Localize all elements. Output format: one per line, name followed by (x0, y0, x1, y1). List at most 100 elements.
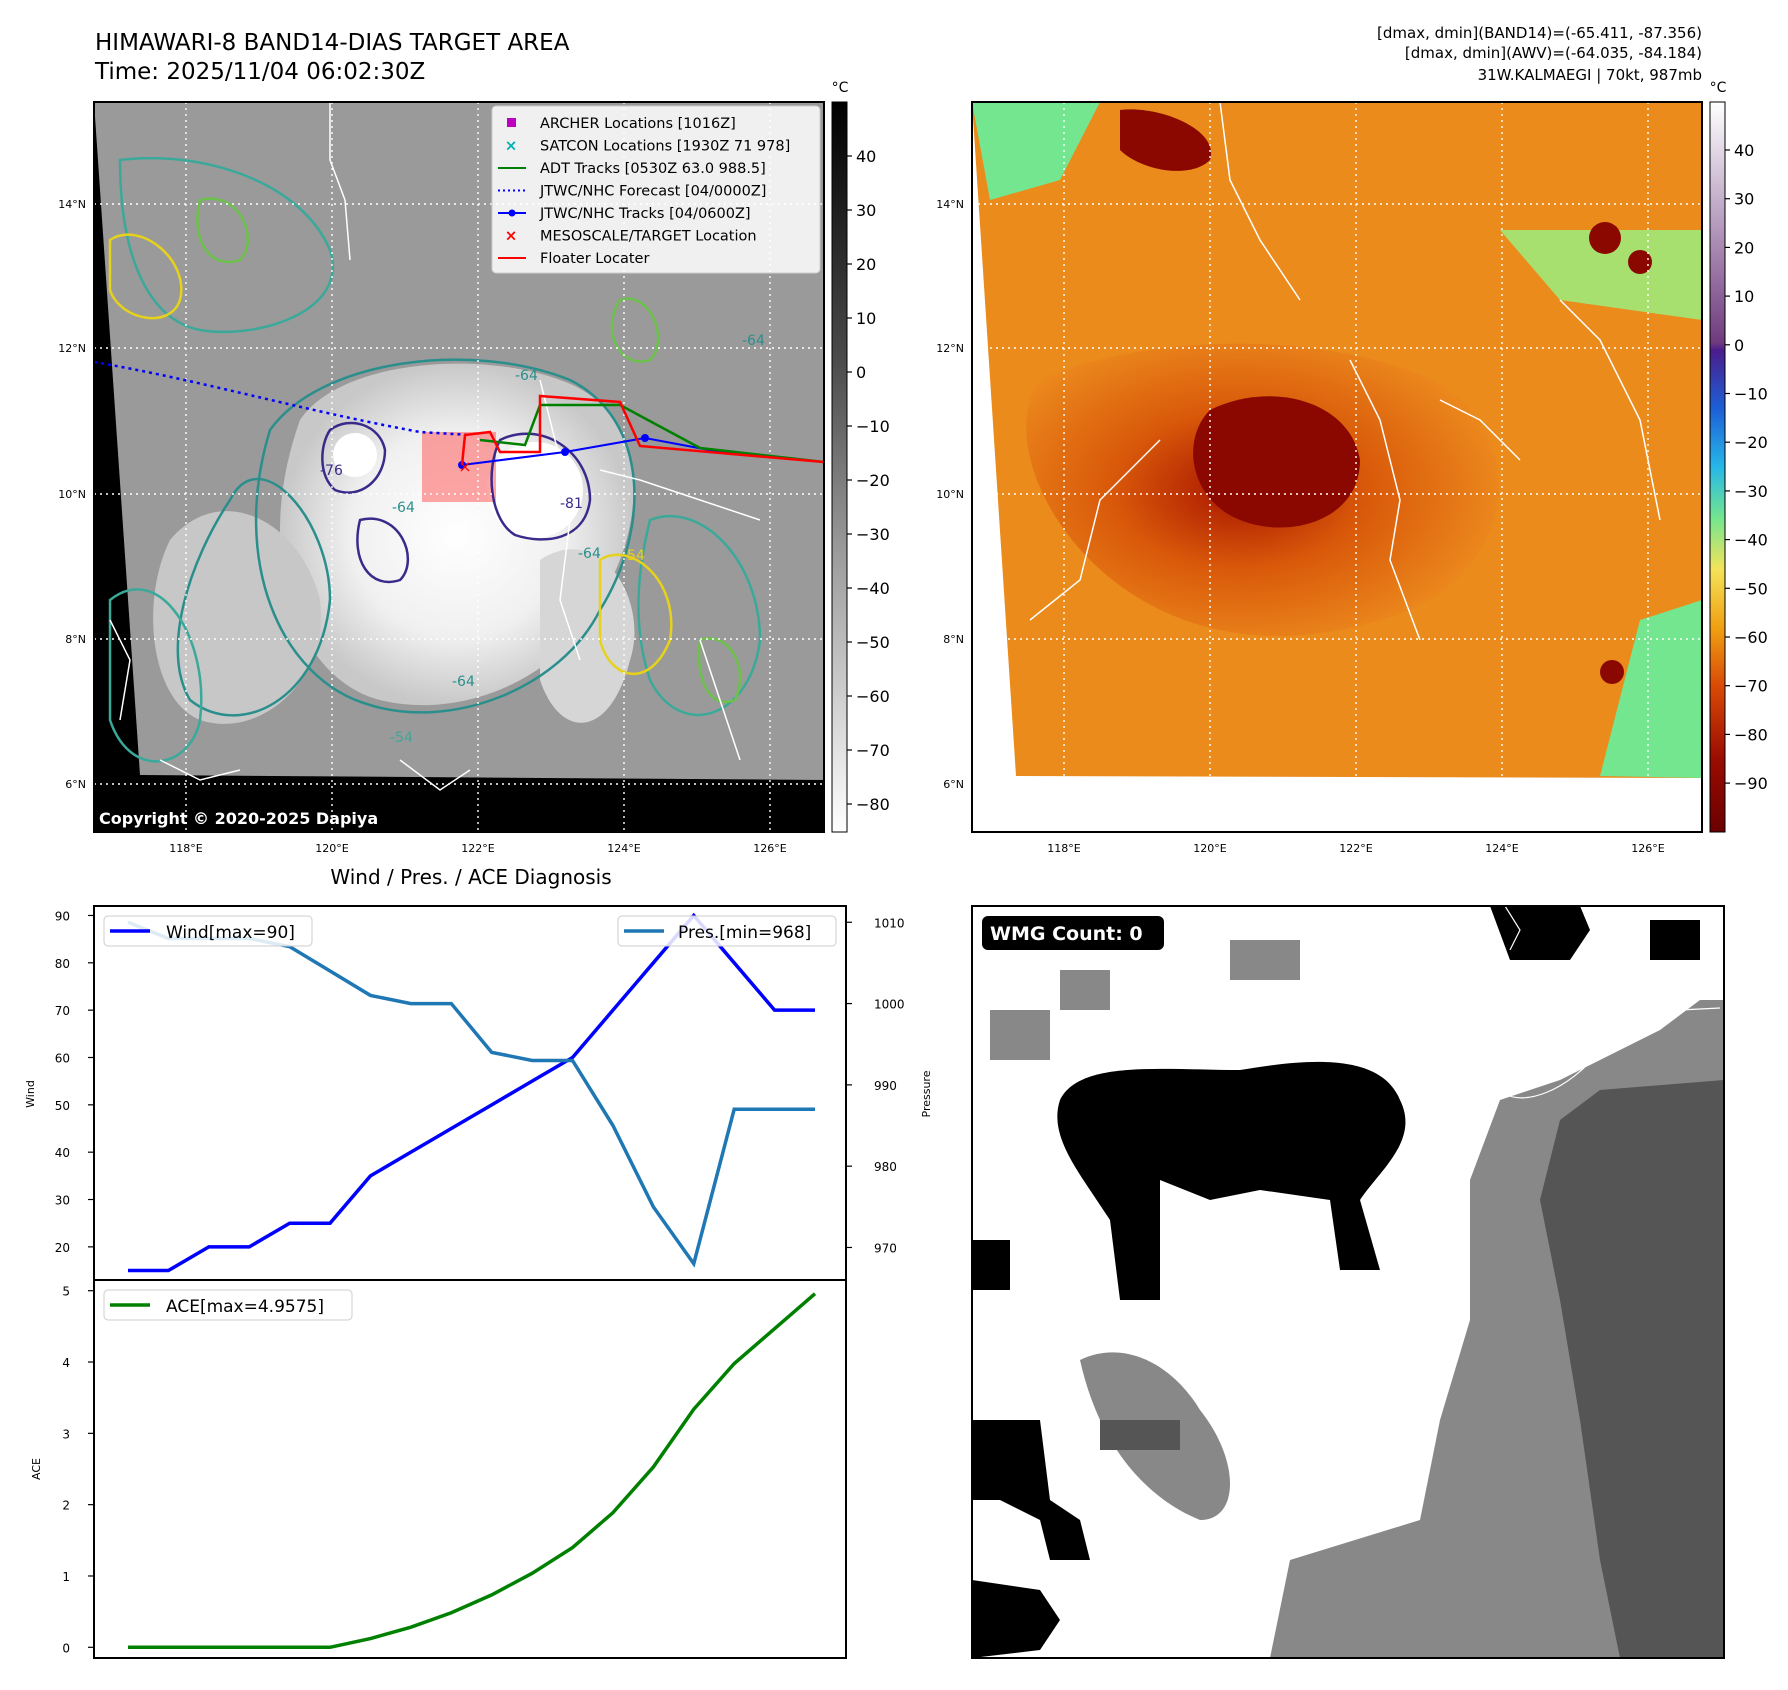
ace-legend: ACE[max=4.9575] (103, 1289, 353, 1321)
contour-label: -64 (392, 500, 415, 516)
coastline (109, 102, 761, 791)
colorbar-tick-label: 20 (856, 255, 876, 274)
lon-tick-label: 120°E (315, 842, 348, 855)
cold-core (1193, 396, 1360, 528)
legend-item: ADT Tracks [0530Z 63.0 988.5] (498, 161, 766, 177)
dot-icon (508, 209, 516, 217)
info-band14: [dmax, dmin](BAND14)=(-65.411, -87.356) (1377, 24, 1702, 42)
contour-76 (321, 421, 387, 494)
legend-item: × MESOSCALE/TARGET Location (505, 227, 757, 245)
lat-tick-label: 6°N (65, 778, 86, 791)
diagnosis-title: Wind / Pres. / ACE Diagnosis (330, 865, 611, 889)
lon-tick-label: 126°E (753, 842, 786, 855)
map2-gridlines (972, 102, 1702, 832)
contour-label: -81 (560, 496, 583, 512)
wind-legend: Wind[max=90] (103, 915, 313, 947)
lon-tick-label: 122°E (1339, 842, 1372, 855)
wind-tick-label: 60 (55, 1051, 70, 1065)
lat-tick-label: 8°N (65, 633, 86, 646)
ace-tick-label: 4 (62, 1356, 70, 1370)
wmg-black-blob-main (1057, 1061, 1406, 1300)
colorbar-tick-label: 40 (856, 147, 876, 166)
colorbar-unit: °C (832, 80, 849, 96)
wmg-panel (972, 906, 1724, 1658)
lat-tick-label: 8°N (943, 633, 964, 646)
wmg-frame (971, 905, 1725, 1659)
info-awv: [dmax, dmin](AWV)=(-64.035, -84.184) (1405, 44, 1702, 62)
colorbar-tick-label: 0 (1734, 336, 1744, 355)
colorbar-tick-label: 10 (1734, 287, 1754, 306)
colorbar-tick-label: −10 (1734, 385, 1768, 404)
colorbar-tick-label: 30 (1734, 190, 1754, 209)
info-storm: 31W.KALMAEGI | 70kt, 987mb (1478, 66, 1702, 84)
wmg-count-label: WMG Count: 0 (990, 923, 1143, 945)
wmg-black-blob-top (1490, 906, 1590, 960)
colorbar-tick-label: 20 (1734, 238, 1754, 257)
lon-tick-label: 118°E (169, 842, 202, 855)
colorbar-tick-label: −80 (1734, 725, 1768, 744)
colorbar-tick-label: −20 (1734, 433, 1768, 452)
ace-chart: ACE 0 1 2 3 4 5 ACE[max=4.9575] (30, 1279, 847, 1659)
lat-tick-label: 14°N (58, 198, 86, 211)
map1-lat-axis: 14°N 12°N 10°N 8°N 6°N (58, 198, 86, 791)
colorbar-tick-label: −40 (1734, 531, 1768, 550)
colorbar-tick-label: −30 (856, 525, 890, 544)
coastline-2 (1029, 102, 1661, 641)
lat-tick-label: 12°N (58, 342, 86, 355)
ace-tick-label: 0 (62, 1641, 70, 1655)
wmg-dark-region (1540, 1080, 1724, 1658)
pressure-tick-label: 1000 (874, 998, 905, 1012)
adt-track (479, 403, 824, 464)
figure-time: Time: 2025/11/04 06:02:30Z (94, 59, 425, 85)
wind-pres-chart: Wind Pressure 20 30 40 50 60 70 80 90 970 980 990… (24, 905, 933, 1281)
ir-map-panel: × -64 -64 -76 -81 -64 -64 -54 -54 -64 Co… (94, 102, 824, 832)
wind-axis-label: Wind (24, 1080, 37, 1108)
wmg-black-blob-left (972, 1420, 1090, 1560)
colorbar-tick-label: 0 (856, 363, 866, 382)
legend-label: Floater Locater (540, 251, 649, 267)
lon-tick-label: 124°E (607, 842, 640, 855)
colorbar-unit: °C (1710, 80, 1727, 96)
colorbar-color: °C 40 30 20 10 0 −10 −20 −30 −40 −50 −60 −70 −80 −90 (1709, 80, 1768, 833)
ace-tick-label: 5 (62, 1285, 70, 1299)
wmg-count-badge: WMG Count: 0 (982, 916, 1164, 950)
ace-axis-label: ACE (30, 1458, 43, 1480)
wind-tick-label: 30 (55, 1194, 70, 1208)
lat-tick-label: 10°N (58, 488, 86, 501)
lat-tick-label: 6°N (943, 778, 964, 791)
colorbar-tick-label: −80 (856, 795, 890, 814)
jtwc-forecast-track (94, 360, 471, 437)
square-marker-icon (507, 118, 516, 127)
x-marker-icon: × (505, 227, 518, 245)
legend-label: MESOSCALE/TARGET Location (540, 229, 757, 245)
colorbar-tick-label: −30 (1734, 482, 1768, 501)
ace-tick-label: 3 (62, 1427, 70, 1441)
colorbar-tick-label: 40 (1734, 141, 1754, 160)
colorbar-tick-label: −90 (1734, 774, 1768, 793)
ace-tick-label: 1 (62, 1570, 70, 1584)
colorbar-tick-label: −10 (856, 417, 890, 436)
legend-item: JTWC/NHC Forecast [04/0000Z] (498, 184, 766, 200)
lon-tick-label: 120°E (1193, 842, 1226, 855)
lat-tick-label: 14°N (936, 198, 964, 211)
contour-label: -64 (452, 674, 475, 690)
colorbar-tick-label: −20 (856, 471, 890, 490)
ace-series-line (128, 1292, 817, 1650)
contour-label: -76 (320, 463, 343, 479)
contour-label: -54 (390, 730, 413, 746)
contour-label: -64 (515, 368, 538, 384)
legend-item: JTWC/NHC Tracks [04/0600Z] (498, 206, 751, 222)
colorbar-tick-label: −60 (1734, 628, 1768, 647)
figure-title: HIMAWARI-8 BAND14-DIAS TARGET AREA (95, 30, 570, 56)
colorbar-tick-label: −40 (856, 579, 890, 598)
colorbar-tick-label: −60 (856, 687, 890, 706)
map-legend: ARCHER Locations [1016Z] × SATCON Location… (491, 105, 821, 274)
colorbar-tick-label: 30 (856, 201, 876, 220)
lat-tick-label: 12°N (936, 342, 964, 355)
wind-pres-frame (93, 905, 847, 1281)
legend-label: JTWC/NHC Forecast [04/0000Z] (539, 184, 766, 200)
ace-legend-label: ACE[max=4.9575] (166, 1297, 324, 1317)
legend-label: JTWC/NHC Tracks [04/0600Z] (539, 206, 751, 222)
colorbar-tick-label: 10 (856, 309, 876, 328)
